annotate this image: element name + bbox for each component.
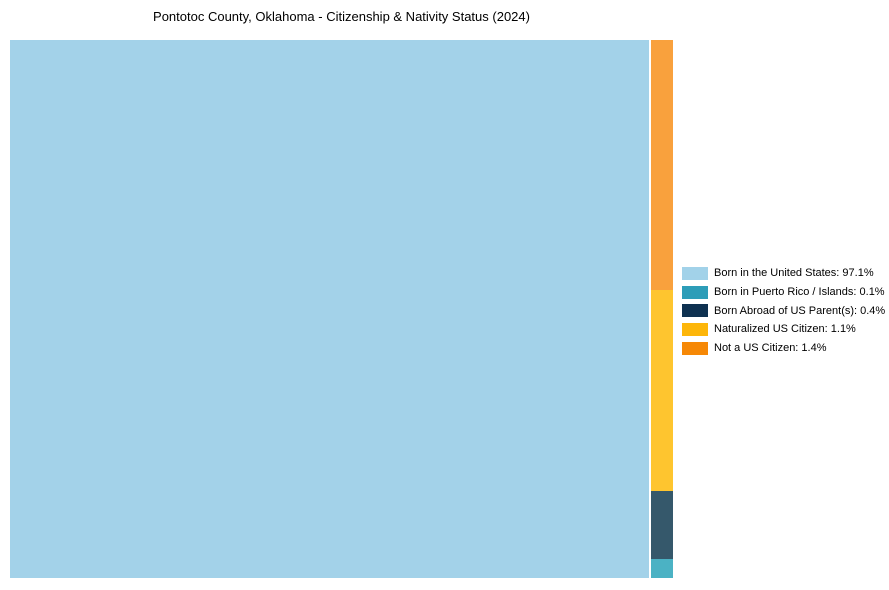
legend-swatch-not-a-us-citizen — [682, 341, 708, 355]
treemap-rect-naturalized-us-citizen — [651, 290, 673, 491]
treemap-right-strip — [651, 40, 673, 578]
legend-item-not-a-us-citizen: Not a US Citizen: 1.4% — [682, 339, 885, 358]
legend: Born in the United States: 97.1% Born in… — [682, 264, 885, 357]
legend-swatch-naturalized-us-citizen — [682, 322, 708, 336]
legend-item-born-in-united-states: Born in the United States: 97.1% — [682, 264, 885, 283]
treemap-rect-born-in-puerto-rico-islands — [651, 559, 673, 578]
chart-title: Pontotoc County, Oklahoma - Citizenship … — [153, 9, 530, 24]
legend-label: Naturalized US Citizen: 1.1% — [714, 323, 856, 336]
treemap-rect-not-a-us-citizen — [651, 40, 673, 290]
legend-label: Born in the United States: 97.1% — [714, 267, 874, 280]
treemap-plot — [10, 40, 673, 578]
treemap-rect-born-abroad-of-us-parents — [651, 491, 673, 559]
legend-swatch-born-in-united-states — [682, 266, 708, 280]
legend-label: Born in Puerto Rico / Islands: 0.1% — [714, 286, 885, 299]
legend-swatch-born-abroad-of-us-parents — [682, 304, 708, 318]
legend-label: Born Abroad of US Parent(s): 0.4% — [714, 304, 886, 317]
legend-item-born-abroad-of-us-parents: Born Abroad of US Parent(s): 0.4% — [682, 301, 885, 320]
legend-swatch-born-in-puerto-rico-islands — [682, 285, 708, 299]
legend-item-naturalized-us-citizen: Naturalized US Citizen: 1.1% — [682, 320, 885, 339]
legend-item-born-in-puerto-rico-islands: Born in Puerto Rico / Islands: 0.1% — [682, 283, 885, 302]
legend-label: Not a US Citizen: 1.4% — [714, 342, 827, 355]
treemap-rect-born-in-united-states — [10, 40, 649, 578]
